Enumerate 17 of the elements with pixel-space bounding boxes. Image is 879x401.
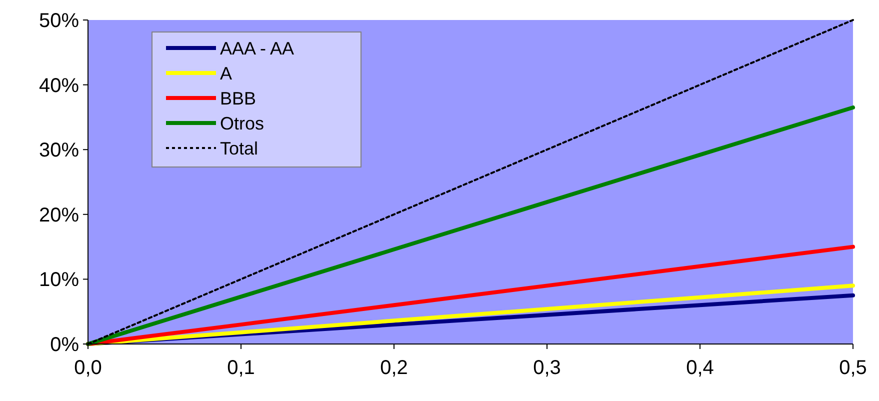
- x-tick-label: 0,4: [686, 357, 714, 379]
- legend-label: AAA - AA: [220, 38, 294, 58]
- y-tick-label: 50%: [38, 10, 80, 32]
- x-tick-label: 0,2: [380, 357, 408, 379]
- y-tick-label: 0%: [50, 334, 80, 356]
- x-tick-label: 0,0: [74, 357, 102, 379]
- y-tick-label: 20%: [38, 204, 80, 226]
- legend-label: A: [220, 63, 232, 84]
- legend-label: Total: [220, 138, 258, 158]
- x-tick-label: 0,5: [839, 357, 867, 379]
- y-tick-label: 40%: [38, 74, 80, 97]
- legend-label: BBB: [220, 88, 256, 108]
- y-tick-label: 30%: [38, 140, 80, 162]
- legend-label: Otros: [220, 113, 264, 134]
- x-tick-label: 0,3: [533, 357, 561, 379]
- x-tick-label: 0,1: [227, 357, 255, 379]
- y-tick-label: 10%: [38, 269, 80, 292]
